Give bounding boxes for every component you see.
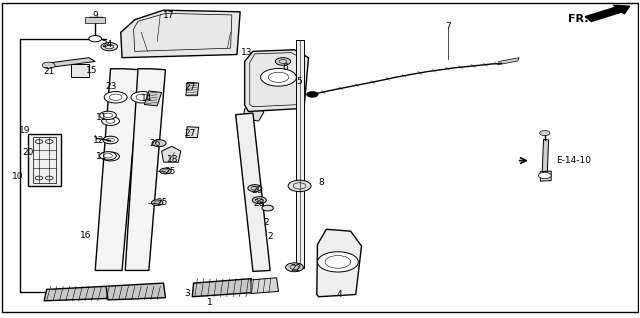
Text: 14: 14 [141,94,152,103]
Circle shape [102,117,120,125]
Circle shape [540,130,550,135]
Text: 21: 21 [43,67,54,76]
Text: 26: 26 [150,139,161,148]
Text: 3: 3 [184,289,190,298]
Polygon shape [296,40,304,268]
Polygon shape [186,127,198,137]
Polygon shape [106,283,166,300]
FancyArrow shape [585,5,630,22]
Circle shape [260,68,296,86]
Circle shape [307,92,318,97]
Text: 5: 5 [297,77,303,86]
Circle shape [104,92,127,103]
Circle shape [262,205,273,211]
Circle shape [100,152,116,160]
Polygon shape [71,64,89,77]
Polygon shape [28,134,61,186]
Text: 25: 25 [164,167,175,176]
Circle shape [103,136,118,144]
Polygon shape [192,279,253,297]
Circle shape [317,252,358,272]
Text: 27: 27 [184,83,195,92]
Text: 18: 18 [168,155,179,163]
Text: 2: 2 [268,232,273,241]
Circle shape [160,168,172,174]
Polygon shape [45,58,95,67]
Text: FR.: FR. [568,14,588,24]
Polygon shape [243,107,264,121]
Circle shape [101,43,118,51]
Text: 13: 13 [241,48,252,58]
Polygon shape [244,50,308,112]
Text: 8: 8 [319,178,324,187]
Circle shape [288,180,311,192]
Text: 4: 4 [337,290,342,299]
Polygon shape [121,10,240,58]
Polygon shape [499,58,519,65]
Text: 22: 22 [290,264,301,273]
Polygon shape [113,80,126,96]
Polygon shape [162,146,180,162]
Polygon shape [85,17,106,23]
Polygon shape [186,82,198,96]
Circle shape [131,92,154,103]
Polygon shape [251,278,278,294]
Polygon shape [125,69,166,270]
Polygon shape [95,69,140,270]
Text: 6: 6 [283,63,289,72]
Text: 28: 28 [253,199,264,209]
Circle shape [89,36,102,42]
Polygon shape [540,171,551,181]
Text: 10: 10 [12,172,24,181]
Circle shape [252,197,266,204]
Polygon shape [145,91,162,106]
Text: 11: 11 [96,152,108,161]
Polygon shape [317,229,362,297]
Circle shape [111,87,123,93]
Text: 16: 16 [80,231,92,240]
Circle shape [538,172,551,179]
Circle shape [42,62,55,68]
Circle shape [100,111,116,120]
Text: E-14-10: E-14-10 [556,156,591,165]
Circle shape [152,140,166,147]
Text: 19: 19 [19,126,31,135]
Polygon shape [542,139,548,172]
Polygon shape [44,286,111,301]
Circle shape [285,263,303,272]
Text: 15: 15 [86,66,97,75]
Text: 27: 27 [184,129,195,138]
Text: 12: 12 [93,135,104,144]
Text: 1: 1 [207,298,213,307]
Text: 7: 7 [445,22,451,31]
Text: 25: 25 [157,198,168,207]
Text: 9: 9 [92,11,98,20]
Circle shape [248,185,262,192]
Text: 29: 29 [252,185,263,195]
Circle shape [102,152,120,161]
Text: 17: 17 [163,11,174,20]
Text: 2: 2 [263,218,269,227]
Text: 23: 23 [106,82,117,91]
Text: 24: 24 [102,40,113,49]
Polygon shape [236,113,270,271]
Circle shape [152,200,163,205]
Text: 20: 20 [22,148,34,157]
Circle shape [275,58,291,65]
Text: 11: 11 [96,113,108,122]
